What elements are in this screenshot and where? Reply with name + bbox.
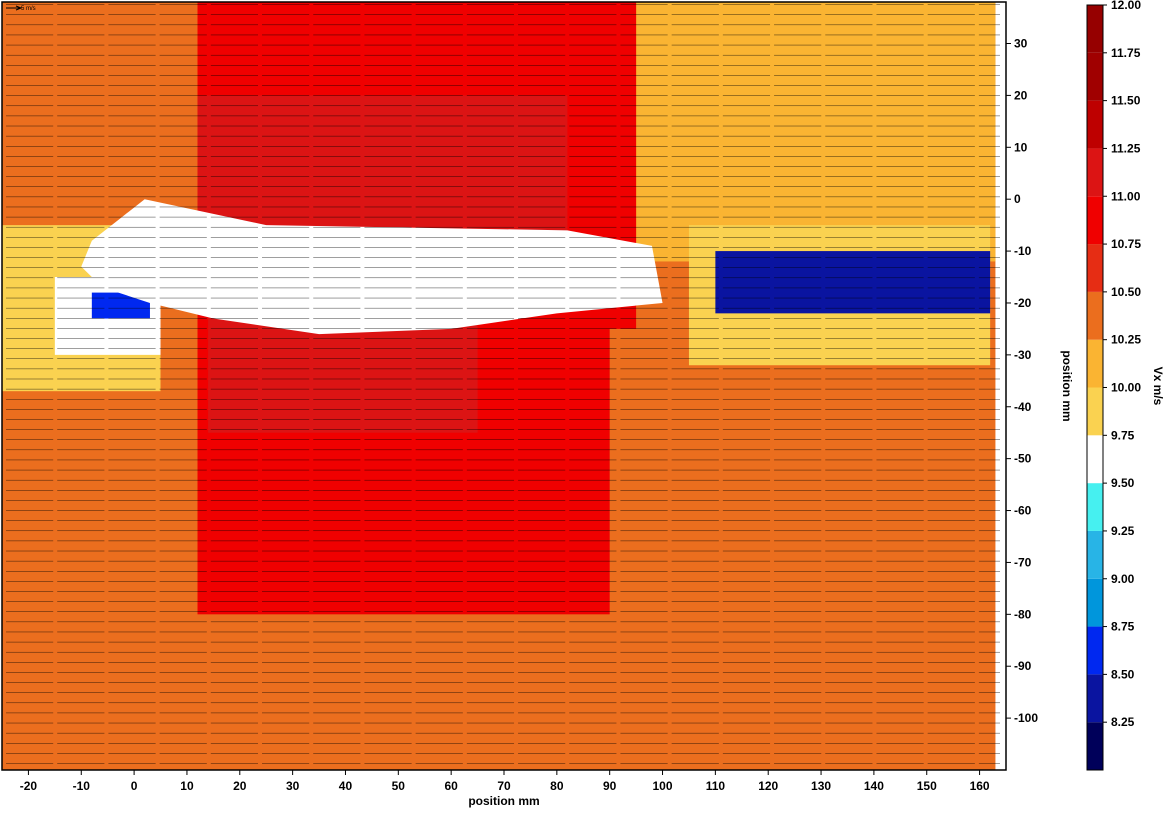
x-axis: -20 -10 0 10 20 30 40 50 60 70 80 90 100 110 120 130 140… bbox=[20, 770, 990, 793]
colorbar-segment bbox=[1087, 435, 1103, 484]
y-tick-label: 20 bbox=[1014, 88, 1028, 102]
x-tick-label: -10 bbox=[73, 779, 91, 793]
colorbar-segment bbox=[1087, 148, 1103, 197]
x-tick-label: 60 bbox=[444, 779, 458, 793]
x-tick-label: 90 bbox=[603, 779, 617, 793]
colorbar-tick-label: 10.50 bbox=[1111, 285, 1141, 299]
y-tick-label: -80 bbox=[1014, 607, 1032, 621]
x-tick-label: 20 bbox=[233, 779, 247, 793]
reference-vector-head bbox=[15, 5, 23, 11]
x-tick-label: 0 bbox=[131, 779, 138, 793]
y-tick-label: -90 bbox=[1014, 659, 1032, 673]
colorbar-tick-label: 11.50 bbox=[1111, 94, 1141, 108]
colorbar-title: Vx m/s bbox=[1151, 367, 1164, 406]
colorbar-tick-label: 9.25 bbox=[1111, 524, 1135, 538]
x-tick-label: 130 bbox=[811, 779, 831, 793]
colorbar-segment bbox=[1087, 100, 1103, 149]
x-axis-title: position mm bbox=[468, 794, 539, 808]
x-tick-label: 110 bbox=[706, 779, 726, 793]
y-tick-label: -100 bbox=[1014, 711, 1038, 725]
colorbar-segment bbox=[1087, 674, 1103, 723]
colorbar-tick-label: 10.25 bbox=[1111, 333, 1141, 347]
colorbar: 8.25 8.50 8.75 9.00 9.25 9.50 9.75 10.00 10.25 10… bbox=[1086, 0, 1141, 771]
colorbar-tick-label: 12.00 bbox=[1111, 0, 1141, 12]
reference-vector: 5 m/s bbox=[6, 5, 36, 12]
x-tick-label: 120 bbox=[758, 779, 778, 793]
plot-area bbox=[2, 2, 1000, 770]
x-tick-label: 80 bbox=[550, 779, 564, 793]
colorbar-segment bbox=[1087, 339, 1103, 388]
y-tick-label: -10 bbox=[1014, 244, 1032, 258]
colorbar-tick-label: 9.50 bbox=[1111, 476, 1135, 490]
colorbar-tick-label: 11.75 bbox=[1111, 46, 1141, 60]
vector-field bbox=[6, 4, 1000, 764]
colorbar-segment bbox=[1087, 387, 1103, 436]
x-tick-label: 70 bbox=[497, 779, 511, 793]
colorbar-tick-label: 10.00 bbox=[1111, 381, 1141, 395]
colorbar-segment bbox=[1087, 5, 1103, 53]
y-tick-label: 0 bbox=[1014, 192, 1021, 206]
x-tick-label: 40 bbox=[339, 779, 353, 793]
y-tick-label: -20 bbox=[1014, 296, 1032, 310]
colorbar-segment bbox=[1087, 52, 1103, 101]
colorbar-tick-label: 8.50 bbox=[1111, 667, 1135, 681]
colorbar-tick-label: 9.75 bbox=[1111, 428, 1135, 442]
y-tick-label: 10 bbox=[1014, 140, 1028, 154]
colorbar-segment bbox=[1087, 626, 1103, 675]
x-tick-label: 10 bbox=[180, 779, 194, 793]
y-tick-label: -30 bbox=[1014, 348, 1032, 362]
contour-region-1 bbox=[636, 2, 996, 262]
contour-region-10 bbox=[715, 251, 991, 314]
y-axis-title: position mm bbox=[1060, 350, 1074, 421]
colorbar-tick-label: 10.75 bbox=[1111, 237, 1141, 251]
y-tick-label: 30 bbox=[1014, 37, 1028, 51]
x-tick-label: -20 bbox=[20, 779, 38, 793]
colorbar-segment bbox=[1087, 722, 1103, 770]
contour-region-3 bbox=[197, 95, 568, 241]
contour-region-5 bbox=[208, 313, 478, 433]
colorbar-segment bbox=[1087, 244, 1103, 292]
x-tick-label: 140 bbox=[864, 779, 884, 793]
no-data-region bbox=[81, 199, 663, 335]
y-tick-label: -40 bbox=[1014, 400, 1032, 414]
y-tick-label: -60 bbox=[1014, 504, 1032, 518]
y-tick-label: -50 bbox=[1014, 452, 1032, 466]
x-tick-label: 100 bbox=[653, 779, 673, 793]
colorbar-segment bbox=[1087, 291, 1103, 340]
x-tick-label: 50 bbox=[392, 779, 406, 793]
y-tick-label: -70 bbox=[1014, 555, 1032, 569]
x-tick-label: 150 bbox=[917, 779, 937, 793]
reference-vector-label: 5 m/s bbox=[21, 6, 36, 12]
colorbar-segment bbox=[1087, 530, 1103, 579]
colorbar-segment bbox=[1087, 483, 1103, 531]
colorbar-tick-label: 11.25 bbox=[1111, 141, 1141, 155]
colorbar-segment bbox=[1087, 196, 1103, 245]
colorbar-tick-label: 8.25 bbox=[1111, 715, 1135, 729]
colorbar-tick-label: 9.00 bbox=[1111, 572, 1135, 586]
colorbar-tick-label: 11.00 bbox=[1111, 189, 1141, 203]
y-axis: 30 20 10 0 -10 -20 -30 -40 -50 -60 -70 -80 -90 -100 bbox=[1006, 37, 1038, 725]
x-tick-label: 30 bbox=[286, 779, 300, 793]
colorbar-tick-label: 8.75 bbox=[1111, 620, 1135, 634]
x-tick-label: 160 bbox=[970, 779, 990, 793]
colorbar-segment bbox=[1087, 578, 1103, 627]
